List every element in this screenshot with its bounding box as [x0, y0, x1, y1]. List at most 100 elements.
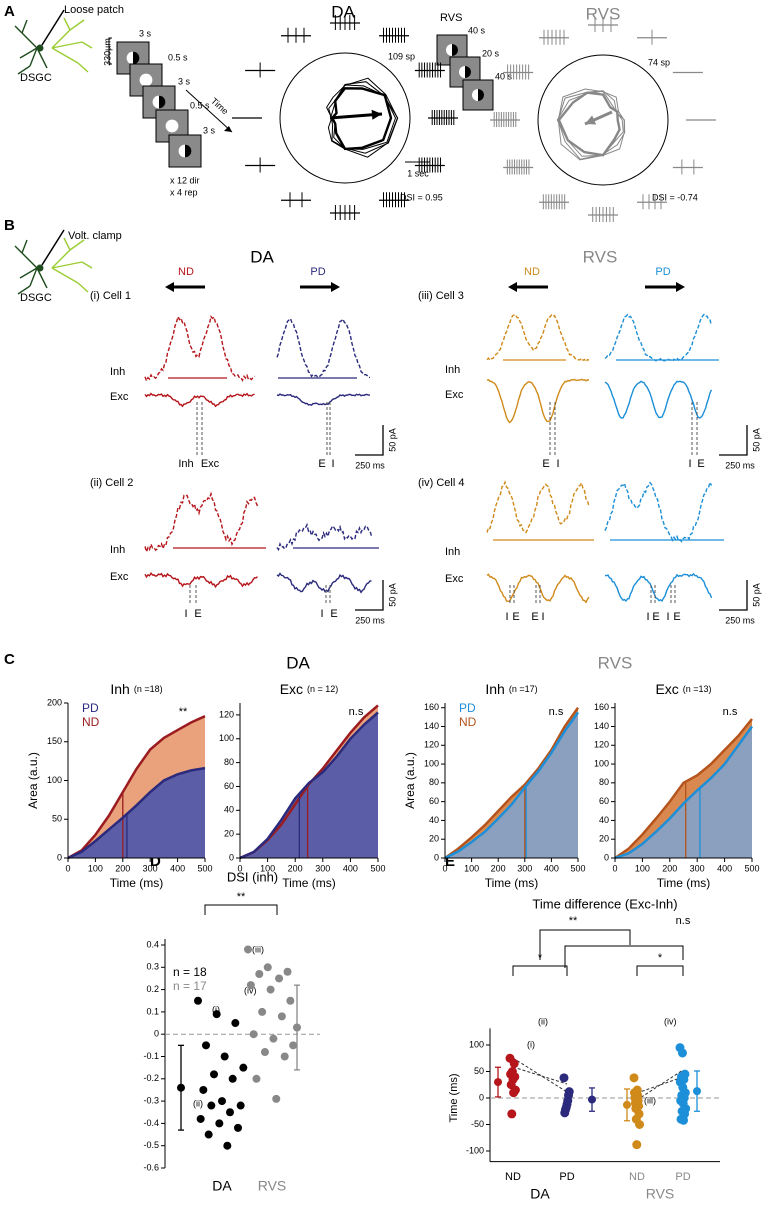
event-marker: I — [556, 458, 559, 470]
excitation-trace — [604, 572, 713, 603]
point — [258, 1007, 267, 1016]
event-marker: Inh — [178, 458, 193, 470]
dendrite — [51, 261, 83, 269]
dendrite — [14, 245, 23, 254]
y-tick-label: 20 — [599, 834, 609, 844]
cell-label: DSGC — [20, 292, 52, 304]
point — [194, 996, 202, 1005]
x-tick-label: 300 — [315, 863, 330, 873]
y-tick-label: 40 — [599, 815, 609, 825]
scale-label: 50 pA — [387, 428, 397, 452]
line — [614, 725, 754, 860]
cell-annotation: (i) — [212, 1004, 220, 1014]
point — [255, 969, 264, 978]
x-tick-label: 0 — [237, 863, 242, 873]
event-marker: E — [531, 611, 538, 623]
cell-title: (iv) Cell 4 — [418, 477, 464, 489]
y-tick-label: 20 — [224, 829, 234, 839]
legend-entry: PD — [82, 701, 99, 715]
subtitle: (n =18) — [134, 684, 163, 694]
trace-label: Inh — [110, 544, 125, 556]
mean-point — [588, 1095, 596, 1104]
soma — [36, 44, 44, 52]
dendrite — [51, 267, 79, 284]
point — [202, 1041, 210, 1050]
y-tick-label: 80 — [429, 777, 439, 787]
dendrite — [51, 249, 71, 269]
inhibition-trace — [604, 480, 713, 543]
rvs-title: RVS — [586, 4, 621, 23]
point — [263, 963, 272, 972]
dendrite — [19, 267, 38, 279]
annotation: n.s — [549, 706, 564, 718]
event-marker: I — [320, 608, 323, 620]
chart-title: Time difference (Exc-Inh) — [532, 896, 677, 911]
point — [283, 967, 292, 976]
x-tick-label: 100 — [635, 863, 650, 873]
stimulus-half — [159, 95, 166, 109]
line — [614, 718, 753, 860]
scale-label: 250 ms — [725, 460, 755, 470]
x-tick-label: 200 — [491, 863, 506, 873]
recording-label: Volt. clamp — [68, 230, 122, 242]
x-tick-label: 200 — [115, 863, 130, 873]
x-tick-label: 400 — [717, 863, 732, 873]
event-marker: I — [666, 611, 669, 623]
y-tick-label: 40 — [224, 805, 234, 815]
x-tick-label: 100 — [464, 863, 479, 873]
neuron-icon — [14, 9, 93, 75]
point — [289, 1041, 298, 1050]
x-tick-label: 200 — [288, 863, 303, 873]
chart-title: Exc (n = 12) — [280, 681, 339, 697]
y-tick-label: 80 — [599, 777, 609, 787]
event-marker: I — [541, 611, 544, 623]
panel-label: E — [445, 853, 455, 870]
point — [228, 1074, 237, 1083]
chart-title: Inh (n =17) — [485, 681, 537, 697]
sig-brackets — [512, 929, 684, 976]
cell-annotation: (ii) — [538, 1016, 548, 1026]
dendrite — [21, 239, 28, 254]
point — [677, 1048, 687, 1058]
excitation-trace — [144, 392, 255, 408]
category-label: ND — [505, 1171, 521, 1183]
line — [67, 715, 206, 860]
y-tick-label: 50 — [474, 1066, 484, 1076]
annotation: n.s — [349, 706, 364, 718]
scale-label: 50 pA — [387, 583, 397, 607]
stimulus-spot — [139, 73, 153, 87]
dendrite — [19, 47, 38, 59]
inhibition-trace — [144, 314, 255, 383]
point — [632, 1140, 642, 1150]
excitation-trace — [276, 393, 370, 407]
panel-label: C — [4, 651, 15, 668]
dendrite — [81, 41, 93, 49]
point — [236, 1101, 245, 1110]
polar-circle — [537, 54, 669, 186]
y-tick-label: -0.6 — [143, 1162, 159, 1172]
y-tick-label: 120 — [424, 740, 439, 750]
point — [220, 1052, 229, 1061]
point — [223, 1141, 232, 1150]
y-tick-label: -50 — [471, 1119, 484, 1129]
point — [679, 1115, 689, 1125]
legend-entry: ND — [459, 715, 477, 729]
chart-title: Exc (n =13) — [655, 681, 711, 697]
y-tick-label: 100 — [47, 775, 62, 785]
x-tick-label: 0 — [612, 863, 617, 873]
significance: ** — [237, 891, 246, 903]
direction: PD — [655, 266, 670, 278]
sig-bracket — [204, 904, 278, 915]
da-title: DA — [250, 247, 274, 266]
direction: ND — [178, 266, 194, 278]
y-tick-label: -0.4 — [143, 1118, 159, 1128]
reps: x 12 dir — [170, 175, 200, 185]
inhibition-trace — [276, 522, 373, 552]
mean-point — [494, 1078, 502, 1087]
x-tick-label: 400 — [170, 863, 185, 873]
inhibition-trace — [486, 480, 590, 534]
stim-time: 3 s — [139, 28, 152, 38]
event-marker: E — [194, 608, 201, 620]
point — [635, 1120, 645, 1129]
y-tick-label: 0 — [154, 1029, 159, 1039]
